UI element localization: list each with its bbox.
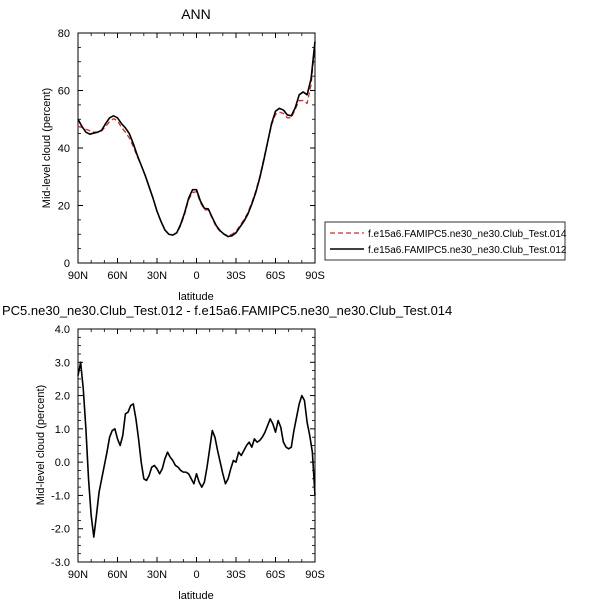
bottom-series-line-0 (77, 361, 316, 538)
bottom-x-tick-label: 30N (147, 569, 167, 581)
bottom-chart-title: PC5.ne30_ne30.Club_Test.012 - f.e15a6.FA… (2, 303, 452, 318)
legend-label-test012: f.e15a6.FAMIPC5.ne30_ne30.Club_Test.012 (368, 245, 567, 256)
bottom-x-tick-label: 90S (305, 569, 325, 581)
top-y-tick-label: 40 (58, 143, 70, 155)
top-y-tick-label: 0 (64, 258, 70, 270)
bottom-y-tick-label: 0.0 (55, 457, 70, 469)
bottom-y-tick-label: 4.0 (55, 324, 70, 336)
bottom-panel: PC5.ne30_ne30.Club_Test.012 - f.e15a6.FA… (2, 303, 452, 602)
top-x-tick-label: 60N (107, 270, 127, 282)
bottom-x-tick-label: 60N (107, 569, 127, 581)
top-series-line-1 (77, 41, 316, 238)
top-chart-title: ANN (181, 6, 211, 22)
legend: f.e15a6.FAMIPC5.ne30_ne30.Club_Test.014 … (324, 221, 567, 261)
bottom-y-tick-label: 1.0 (55, 424, 70, 436)
bottom-y-tick-label: -3.0 (51, 557, 70, 569)
top-y-tick-label: 80 (58, 28, 70, 40)
bottom-x-axis-label: latitude (178, 590, 213, 602)
top-x-tick-label: 30N (147, 270, 167, 282)
legend-label-test014: f.e15a6.FAMIPC5.ne30_ne30.Club_Test.014 (368, 229, 567, 240)
bottom-ticks-group: 90N 60N 30N 0 30S 60S 90S -3.0 -2.0 -1.0 0.0 1.0 2.0… (51, 324, 325, 581)
bottom-x-tick-label: 90N (68, 569, 88, 581)
top-y-axis-label: Mid-level cloud (percent) (41, 88, 53, 208)
top-x-tick-label: 0 (193, 270, 199, 282)
top-series-group (77, 41, 316, 238)
bottom-y-tick-label: -2.0 (51, 524, 70, 536)
bottom-x-tick-label: 60S (266, 569, 286, 581)
top-ticks-group: 90N 60N 30N 0 30S 60S 90S 0 20 40 60 80 (58, 28, 325, 282)
top-x-tick-label: 60S (266, 270, 286, 282)
bottom-y-tick-label: 3.0 (55, 357, 70, 369)
top-y-tick-label: 60 (58, 86, 70, 98)
top-x-tick-label: 90S (305, 270, 325, 282)
bottom-y-tick-label: 2.0 (55, 391, 70, 403)
bottom-x-tick-label: 30S (226, 569, 246, 581)
bottom-x-tick-label: 0 (193, 569, 199, 581)
bottom-plot-frame (77, 328, 316, 563)
top-panel: ANN 90N 60N 30N 0 30S 60S 90S 0 20 40 60 80 latitud… (41, 6, 567, 303)
top-plot-frame (77, 32, 316, 264)
bottom-y-tick-label: -1.0 (51, 490, 70, 502)
top-x-tick-label: 30S (226, 270, 246, 282)
bottom-y-axis-label: Mid-level cloud (percent) (35, 385, 47, 505)
bottom-series-group (77, 361, 316, 538)
top-x-tick-label: 90N (68, 270, 88, 282)
top-series-line-0 (77, 44, 316, 237)
top-x-axis-label: latitude (178, 291, 213, 303)
legend-frame (324, 221, 566, 261)
top-y-tick-label: 20 (58, 201, 70, 213)
